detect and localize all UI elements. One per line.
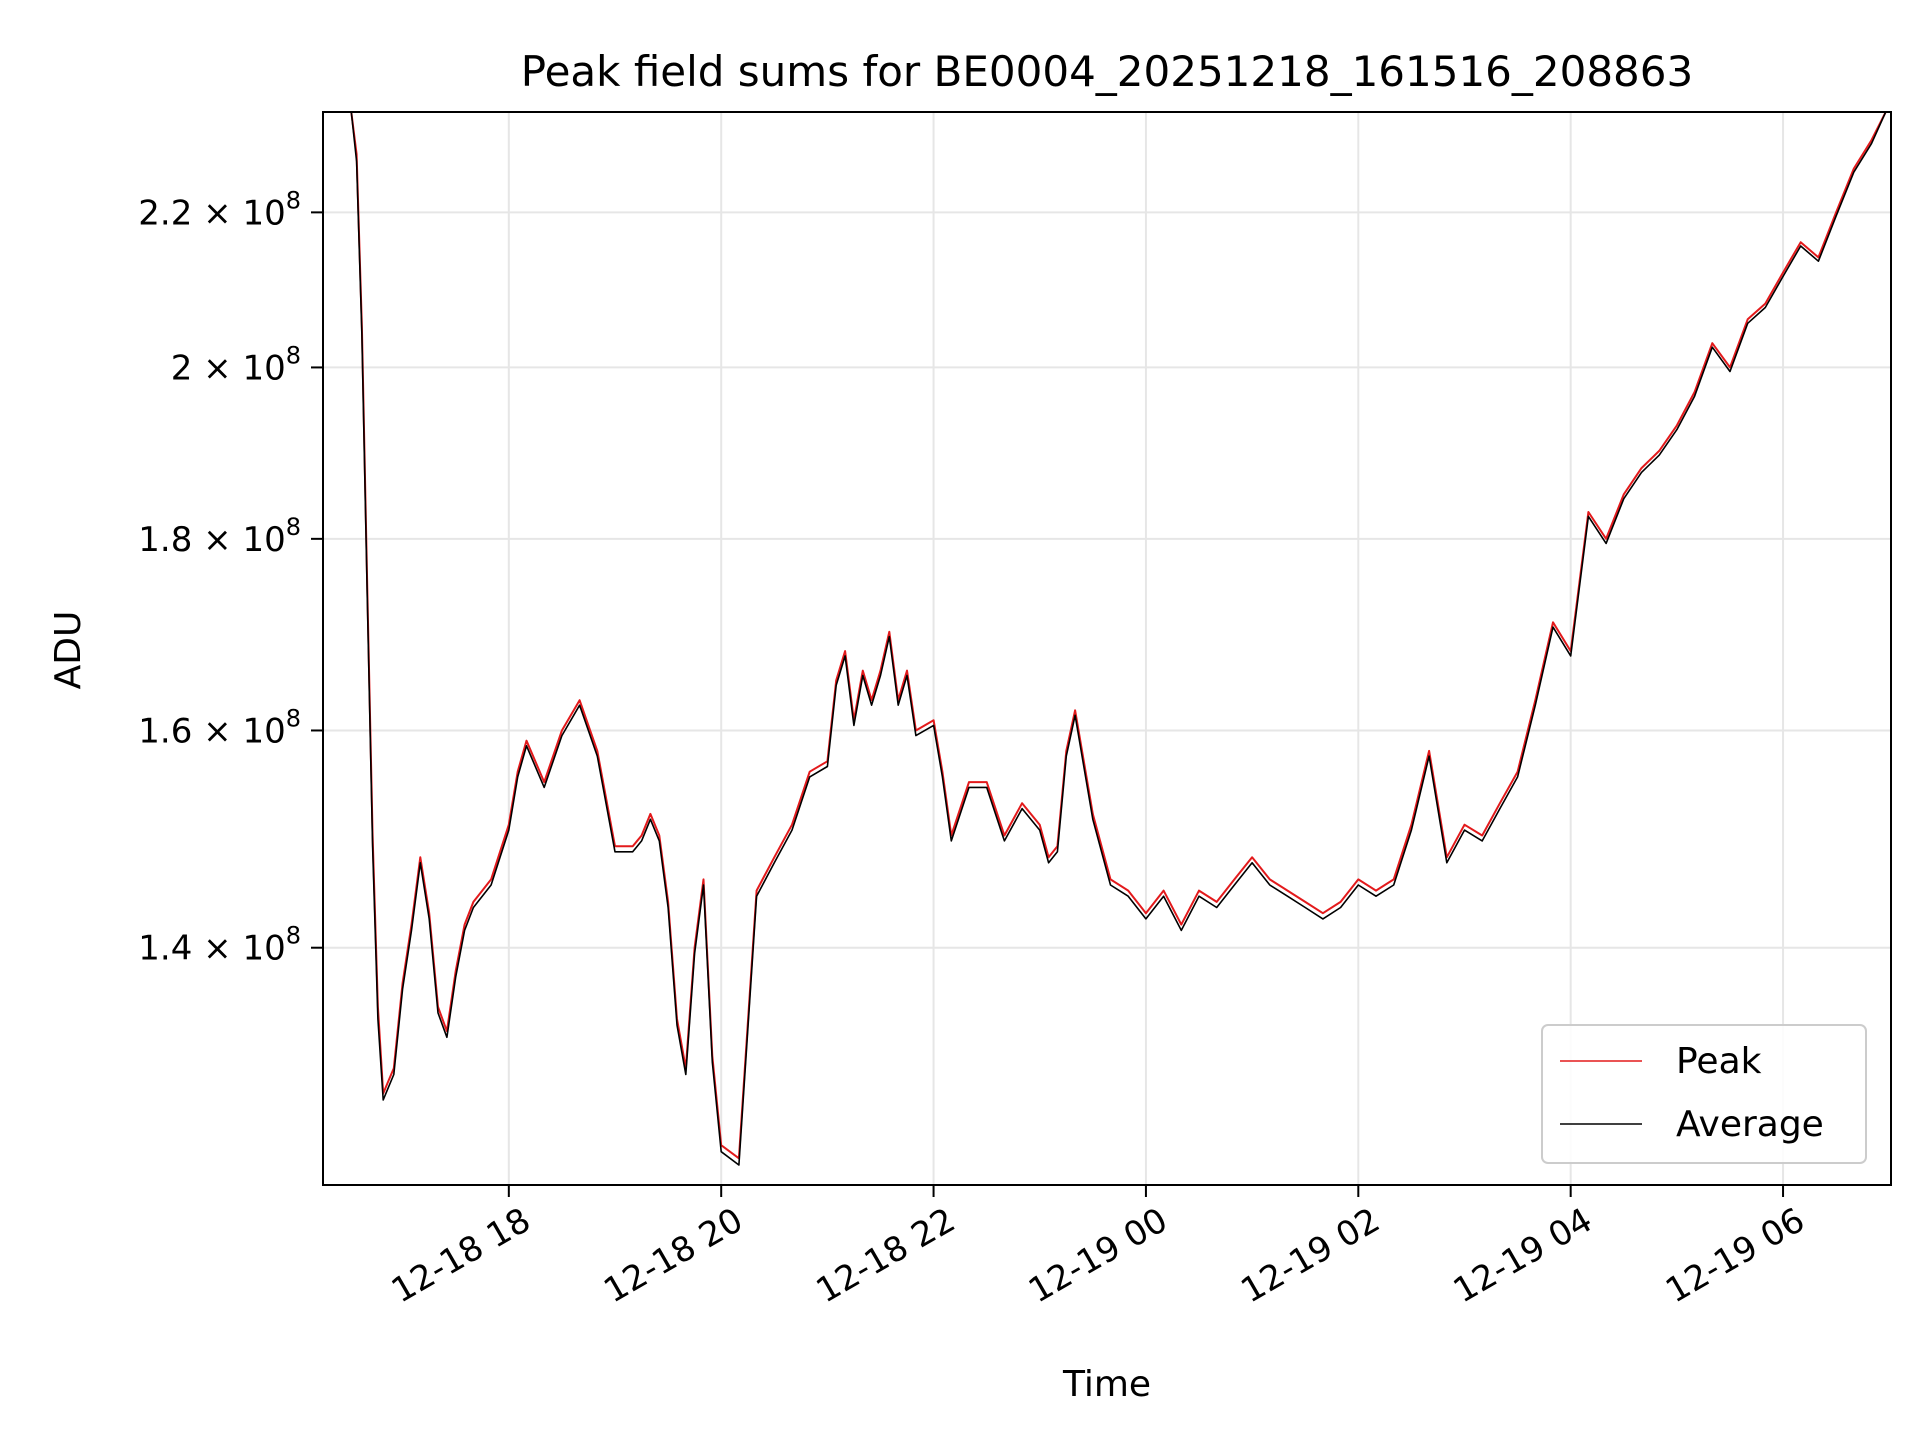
y-axis-label: ADU: [48, 611, 89, 690]
y-tick-exponent: 8: [286, 704, 301, 732]
y-tick-mantissa: 1.4: [138, 929, 192, 969]
y-tick-label: 1.8 × 108: [138, 513, 301, 560]
legend: Peak Average: [1541, 1024, 1867, 1164]
y-axis-ticks: 1.4 × 108 1.6 × 108 1.8 × 108 2 × 108 2.2 × …: [138, 186, 323, 969]
series-line-average: [350, 112, 1887, 1166]
y-tick-exponent: 8: [286, 186, 301, 214]
legend-box: [1541, 1024, 1867, 1164]
legend-label-average: Average: [1676, 1104, 1824, 1145]
y-tick-mantissa: 2: [171, 348, 193, 388]
grid-lines: [323, 112, 1891, 1185]
y-tick-exponent: 8: [286, 513, 301, 541]
series-layer: [350, 112, 1887, 1166]
y-tick-label: 1.6 × 108: [138, 704, 301, 751]
y-tick-label: 2 × 108: [171, 341, 301, 388]
y-tick-mantissa: 1.8: [138, 520, 192, 560]
y-tick-mantissa: 1.6: [138, 711, 192, 751]
y-tick-exponent: 8: [286, 341, 301, 369]
y-tick-mantissa: 2.2: [138, 193, 192, 233]
legend-label-peak: Peak: [1676, 1041, 1762, 1082]
y-tick-exponent: 8: [286, 922, 301, 950]
y-tick-label: 2.2 × 108: [138, 186, 301, 233]
plot-frame: [322, 111, 1892, 1186]
chart-title: Peak field sums for BE0004_20251218_1615…: [521, 47, 1693, 96]
x-axis-label: Time: [1062, 1364, 1151, 1405]
y-tick-label: 1.4 × 108: [138, 922, 301, 969]
